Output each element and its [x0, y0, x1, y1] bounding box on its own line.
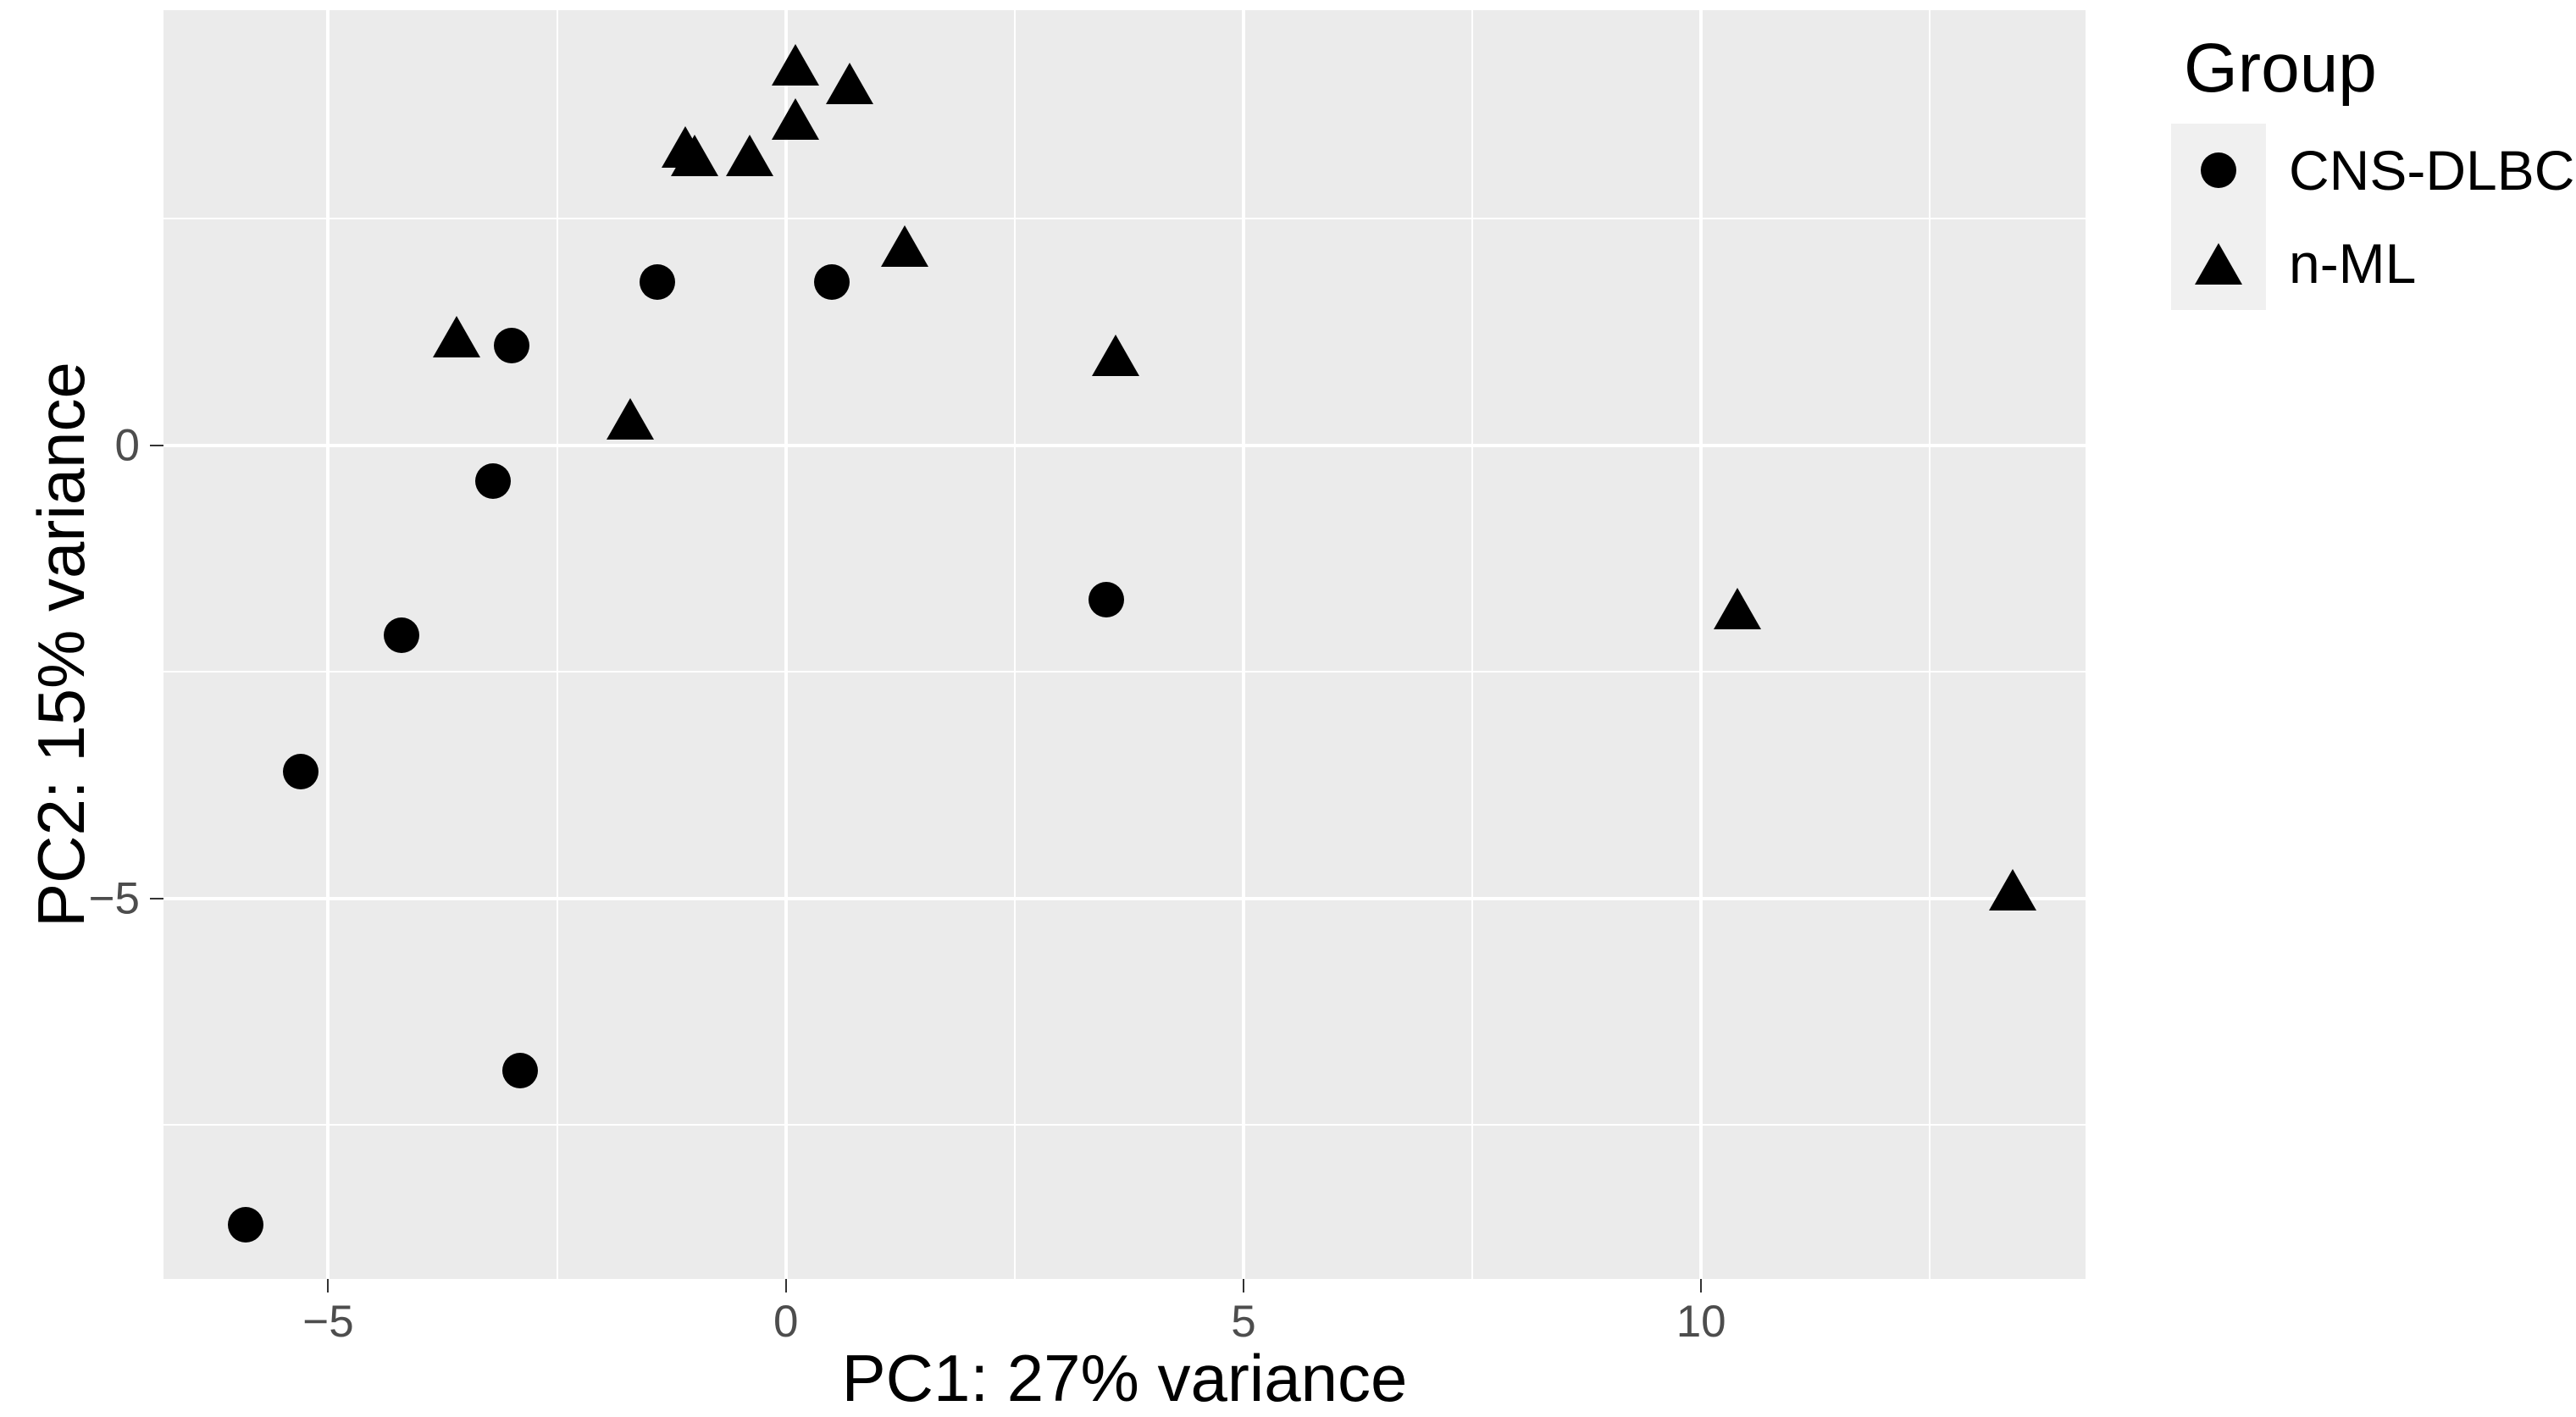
gridline-minor-y	[163, 218, 2086, 220]
x-axis-tick	[1700, 1279, 1703, 1292]
data-point-circle	[474, 463, 511, 500]
y-axis-title: PC2: 15% variance	[24, 362, 98, 927]
y-axis-tick-label: 0	[114, 420, 140, 471]
gridline-minor-x	[1013, 10, 1016, 1279]
legend-title: Group	[2184, 30, 2377, 107]
data-point-triangle	[432, 316, 480, 358]
y-axis-tick	[150, 444, 163, 446]
data-point-triangle	[607, 397, 655, 440]
x-axis-tick-label: 0	[773, 1297, 799, 1347]
x-axis-tick-label: 10	[1676, 1297, 1726, 1347]
gridline-major-y	[163, 896, 2086, 900]
data-point-circle	[640, 264, 676, 300]
data-point-triangle	[1091, 334, 1139, 376]
circle-marker-icon	[2201, 152, 2236, 188]
x-axis-tick	[784, 1279, 787, 1292]
gridline-minor-y	[163, 671, 2086, 673]
gridline-major-x	[326, 10, 330, 1279]
gridline-major-y	[163, 443, 2086, 447]
gridline-major-x	[1241, 10, 1245, 1279]
legend-label-n-ml: n-ML	[2289, 232, 2417, 295]
data-point-triangle	[771, 98, 819, 141]
data-point-triangle	[1714, 588, 1762, 630]
gridline-major-x	[1699, 10, 1703, 1279]
data-point-circle	[383, 617, 419, 654]
data-point-triangle	[670, 135, 718, 177]
x-axis-title: PC1: 27% variance	[841, 1341, 1408, 1415]
data-point-triangle	[881, 225, 929, 268]
triangle-marker-icon	[2195, 243, 2242, 285]
x-axis-tick	[327, 1279, 330, 1292]
data-point-circle	[228, 1206, 264, 1243]
gridline-minor-x	[1929, 10, 1931, 1279]
data-point-triangle	[826, 62, 874, 104]
gridline-minor-x	[1471, 10, 1474, 1279]
data-point-triangle	[771, 44, 819, 86]
x-axis-tick	[1242, 1279, 1244, 1292]
data-point-circle	[502, 1052, 539, 1088]
y-axis-tick	[150, 897, 163, 899]
data-point-circle	[1088, 581, 1124, 617]
legend-label-cns-dlbcl: CNS-DLBCL	[2289, 139, 2576, 202]
data-point-circle	[813, 264, 850, 300]
gridline-major-x	[784, 10, 788, 1279]
data-point-triangle	[725, 135, 773, 177]
y-axis-tick-label: −5	[88, 873, 140, 924]
plot-panel	[163, 10, 2086, 1279]
data-point-triangle	[1988, 868, 2036, 911]
legend-key-n-ml	[2171, 217, 2266, 310]
data-point-circle	[493, 327, 529, 363]
x-axis-tick-label: 5	[1231, 1297, 1256, 1347]
legend-key-cns-dlbcl	[2171, 124, 2266, 217]
gridline-minor-x	[556, 10, 558, 1279]
x-axis-tick-label: −5	[302, 1297, 354, 1347]
gridline-minor-y	[163, 1124, 2086, 1126]
data-point-circle	[283, 753, 319, 789]
